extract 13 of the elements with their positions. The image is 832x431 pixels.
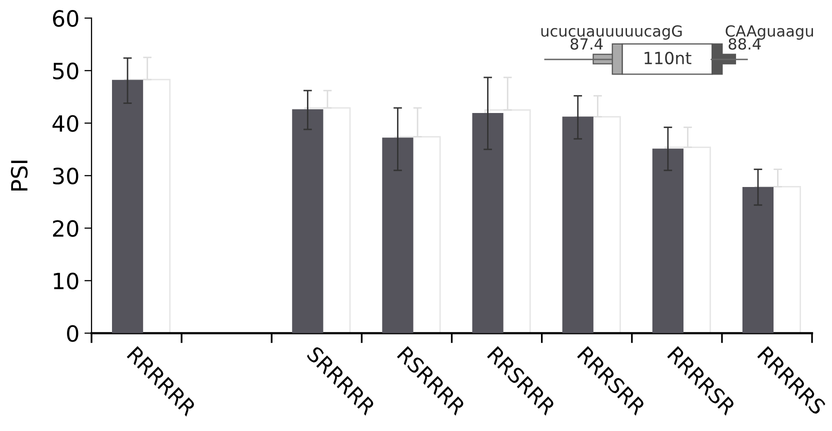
y-tick-label: 20 [53,220,78,237]
y-tick-label: 60 [52,10,78,27]
y-tick-label: 40 [52,115,78,132]
annotation: CAAguaagu [726,25,813,40]
annotation: 87.4 [570,38,603,50]
y-tick-label: 50 [53,62,78,80]
annotation: 110nt [644,52,692,64]
y-axis-title: PSI [10,160,28,190]
annotation: 88.4 [728,38,761,50]
annotation: ucucuauuuuucagG [541,25,682,40]
y-tick-label: 30 [53,168,78,184]
y-tick-label: 10 [54,272,78,290]
y-tick-label: 0 [67,325,78,342]
